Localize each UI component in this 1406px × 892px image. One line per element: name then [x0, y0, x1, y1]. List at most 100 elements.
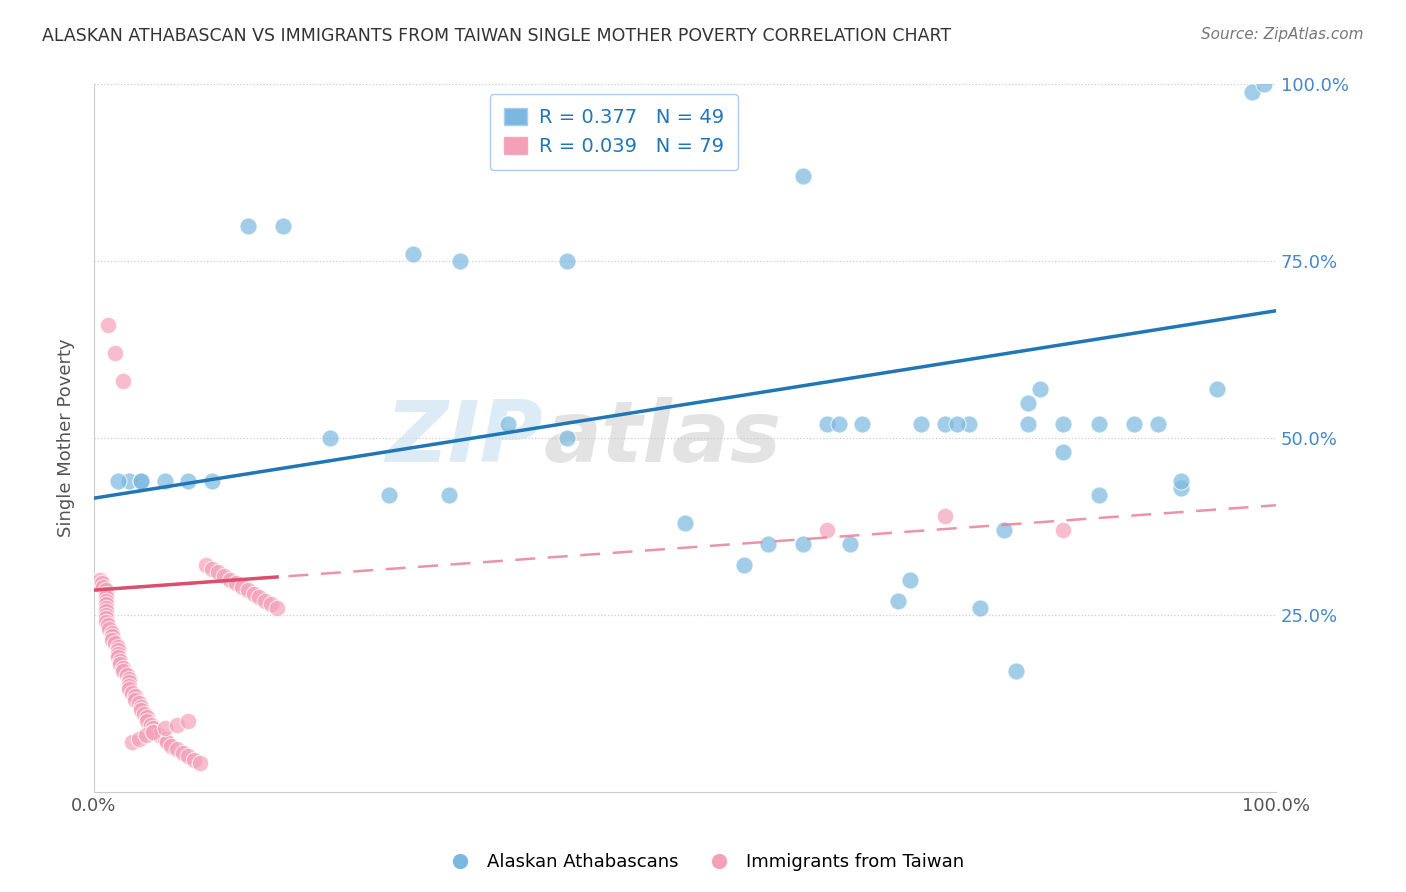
Point	[254, 593, 277, 607]
Text: ALASKAN ATHABASCAN VS IMMIGRANTS FROM TAIWAN SINGLE MOTHER POVERTY CORRELATION C: ALASKAN ATHABASCAN VS IMMIGRANTS FROM TA…	[42, 27, 952, 45]
Point	[94, 604, 117, 618]
Point	[1087, 417, 1109, 431]
Point	[378, 488, 401, 502]
Point	[121, 686, 143, 700]
Point	[1017, 417, 1039, 431]
Point	[402, 247, 425, 261]
Point	[1017, 395, 1039, 409]
Point	[898, 573, 921, 587]
Point	[107, 650, 129, 665]
Point	[142, 724, 165, 739]
Point	[107, 474, 129, 488]
Point	[115, 668, 138, 682]
Point	[118, 675, 141, 690]
Point	[121, 735, 143, 749]
Point	[94, 587, 117, 601]
Point	[946, 417, 969, 431]
Point	[733, 558, 755, 573]
Point	[142, 724, 165, 739]
Point	[128, 696, 150, 710]
Point	[1205, 382, 1227, 396]
Point	[1170, 474, 1192, 488]
Point	[449, 254, 471, 268]
Point	[142, 721, 165, 735]
Point	[100, 625, 122, 640]
Point	[104, 636, 127, 650]
Point	[1170, 481, 1192, 495]
Point	[1052, 417, 1074, 431]
Point	[934, 417, 956, 431]
Point	[242, 587, 264, 601]
Point	[136, 714, 159, 728]
Point	[218, 573, 240, 587]
Text: ZIP: ZIP	[385, 397, 543, 480]
Point	[100, 629, 122, 643]
Point	[97, 618, 120, 632]
Point	[1253, 78, 1275, 92]
Point	[827, 417, 849, 431]
Point	[886, 593, 908, 607]
Text: Source: ZipAtlas.com: Source: ZipAtlas.com	[1201, 27, 1364, 42]
Point	[100, 632, 122, 647]
Point	[118, 474, 141, 488]
Point	[159, 739, 181, 753]
Point	[1146, 417, 1168, 431]
Point	[112, 661, 135, 675]
Point	[94, 593, 117, 607]
Point	[177, 474, 200, 488]
Point	[107, 643, 129, 657]
Point	[183, 753, 205, 767]
Point	[271, 219, 294, 233]
Point	[934, 508, 956, 523]
Point	[201, 562, 224, 576]
Point	[236, 583, 259, 598]
Point	[957, 417, 980, 431]
Point	[969, 600, 991, 615]
Point	[673, 516, 696, 530]
Point	[756, 537, 779, 551]
Point	[98, 622, 121, 636]
Point	[132, 706, 155, 721]
Point	[128, 731, 150, 746]
Point	[319, 431, 342, 445]
Point	[188, 756, 211, 771]
Point	[225, 576, 247, 591]
Point	[112, 665, 135, 679]
Point	[1241, 85, 1264, 99]
Point	[97, 318, 120, 332]
Point	[437, 488, 460, 502]
Point	[839, 537, 862, 551]
Point	[124, 690, 146, 704]
Point	[792, 537, 814, 551]
Legend: Alaskan Athabascans, Immigrants from Taiwan: Alaskan Athabascans, Immigrants from Tai…	[434, 847, 972, 879]
Point	[1087, 488, 1109, 502]
Point	[207, 566, 229, 580]
Point	[555, 431, 578, 445]
Point	[124, 692, 146, 706]
Point	[129, 703, 152, 717]
Point	[177, 749, 200, 764]
Point	[89, 573, 111, 587]
Point	[93, 580, 115, 594]
Point	[815, 417, 838, 431]
Point	[107, 640, 129, 654]
Point	[177, 714, 200, 728]
Point	[108, 654, 131, 668]
Point	[1028, 382, 1050, 396]
Point	[108, 657, 131, 672]
Point	[118, 682, 141, 697]
Point	[94, 591, 117, 605]
Point	[148, 728, 170, 742]
Point	[136, 710, 159, 724]
Point	[1052, 445, 1074, 459]
Point	[104, 346, 127, 360]
Point	[993, 523, 1015, 537]
Point	[107, 647, 129, 661]
Point	[1123, 417, 1146, 431]
Point	[815, 523, 838, 537]
Point	[112, 375, 135, 389]
Point	[851, 417, 873, 431]
Point	[166, 717, 188, 731]
Point	[118, 672, 141, 686]
Point	[496, 417, 519, 431]
